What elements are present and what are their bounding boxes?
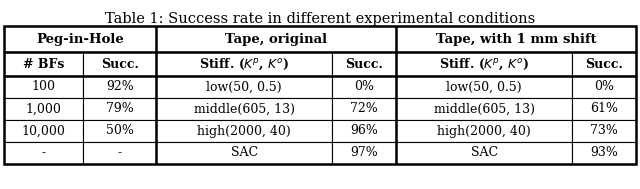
Text: Stiff. ($K^p$, $K^o$): Stiff. ($K^p$, $K^o$) bbox=[199, 56, 289, 72]
Bar bbox=[396, 98, 572, 120]
Bar bbox=[4, 98, 83, 120]
Bar bbox=[572, 76, 636, 98]
Bar bbox=[83, 142, 156, 164]
Text: Tape, with 1 mm shift: Tape, with 1 mm shift bbox=[436, 33, 596, 46]
Text: Succ.: Succ. bbox=[100, 57, 139, 70]
Bar bbox=[156, 120, 332, 142]
Bar bbox=[4, 26, 156, 52]
Bar bbox=[4, 26, 636, 164]
Text: middle(605, 13): middle(605, 13) bbox=[193, 102, 294, 115]
Bar bbox=[332, 98, 396, 120]
Bar bbox=[396, 142, 572, 164]
Text: middle(605, 13): middle(605, 13) bbox=[434, 102, 534, 115]
Bar bbox=[156, 76, 332, 98]
Text: SAC: SAC bbox=[470, 146, 498, 160]
Bar bbox=[332, 76, 396, 98]
Text: # BFs: # BFs bbox=[23, 57, 65, 70]
Bar bbox=[83, 120, 156, 142]
Bar bbox=[83, 98, 156, 120]
Text: -: - bbox=[118, 146, 122, 160]
Bar bbox=[396, 26, 636, 52]
Text: 73%: 73% bbox=[590, 125, 618, 138]
Bar bbox=[572, 52, 636, 76]
Bar bbox=[83, 52, 156, 76]
Bar bbox=[572, 120, 636, 142]
Text: -: - bbox=[42, 146, 46, 160]
Bar bbox=[156, 98, 332, 120]
Bar bbox=[4, 142, 83, 164]
Text: low(50, 0.5): low(50, 0.5) bbox=[206, 81, 282, 94]
Text: SAC: SAC bbox=[230, 146, 258, 160]
Text: Succ.: Succ. bbox=[345, 57, 383, 70]
Text: 100: 100 bbox=[32, 81, 56, 94]
Text: Table 1: Success rate in different experimental conditions: Table 1: Success rate in different exper… bbox=[105, 12, 535, 26]
Text: 61%: 61% bbox=[590, 102, 618, 115]
Bar bbox=[332, 52, 396, 76]
Text: high(2000, 40): high(2000, 40) bbox=[437, 125, 531, 138]
Bar bbox=[396, 120, 572, 142]
Bar bbox=[572, 142, 636, 164]
Text: 72%: 72% bbox=[350, 102, 378, 115]
Bar bbox=[396, 76, 572, 98]
Text: low(50, 0.5): low(50, 0.5) bbox=[446, 81, 522, 94]
Text: 0%: 0% bbox=[594, 81, 614, 94]
Bar bbox=[332, 120, 396, 142]
Text: 93%: 93% bbox=[590, 146, 618, 160]
Text: Tape, original: Tape, original bbox=[225, 33, 327, 46]
Bar bbox=[156, 52, 332, 76]
Bar bbox=[156, 26, 396, 52]
Text: Stiff. ($K^p$, $K^o$): Stiff. ($K^p$, $K^o$) bbox=[439, 56, 529, 72]
Text: 0%: 0% bbox=[354, 81, 374, 94]
Bar bbox=[4, 120, 83, 142]
Text: Peg-in-Hole: Peg-in-Hole bbox=[36, 33, 124, 46]
Bar bbox=[332, 142, 396, 164]
Bar bbox=[396, 52, 572, 76]
Text: 1,000: 1,000 bbox=[26, 102, 61, 115]
Bar bbox=[83, 76, 156, 98]
Text: 92%: 92% bbox=[106, 81, 134, 94]
Text: high(2000, 40): high(2000, 40) bbox=[197, 125, 291, 138]
Bar bbox=[4, 76, 83, 98]
Text: 96%: 96% bbox=[350, 125, 378, 138]
Text: 79%: 79% bbox=[106, 102, 134, 115]
Bar bbox=[156, 142, 332, 164]
Bar bbox=[572, 98, 636, 120]
Bar bbox=[4, 52, 83, 76]
Text: 10,000: 10,000 bbox=[22, 125, 66, 138]
Text: Succ.: Succ. bbox=[586, 57, 623, 70]
Text: 50%: 50% bbox=[106, 125, 134, 138]
Text: 97%: 97% bbox=[350, 146, 378, 160]
